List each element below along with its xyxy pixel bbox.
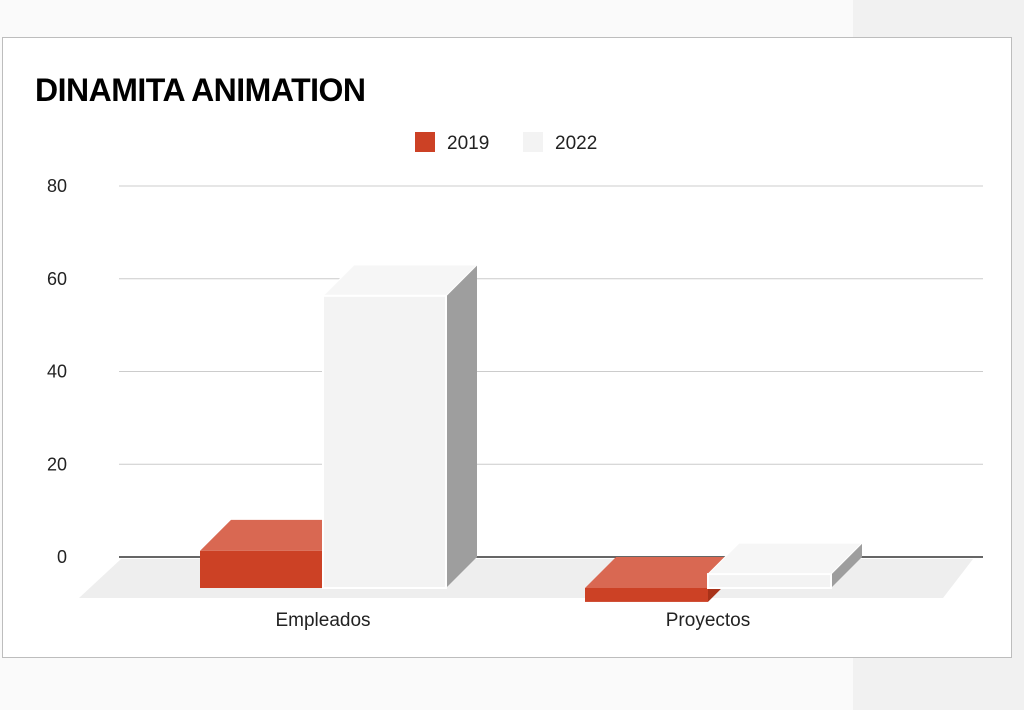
bar-front-face <box>585 588 708 602</box>
y-tick-label: 40 <box>47 362 67 382</box>
y-tick-label: 0 <box>57 547 67 567</box>
chart-card: DINAMITA ANIMATION 0 20 40 60 80 Empleados Pr… <box>2 37 1012 658</box>
legend-item-2019: 2019 <box>415 132 489 154</box>
chart-plot: 0 20 40 60 80 Empleados Proyectos 2019 2022 <box>47 132 983 631</box>
bar-front-face <box>322 294 447 589</box>
legend-item-2022: 2022 <box>523 132 597 154</box>
x-category-label: Proyectos <box>666 610 750 631</box>
y-tick-label: 60 <box>47 269 67 289</box>
bar-top-face <box>200 519 354 551</box>
bar-side-face <box>446 264 477 588</box>
chart-title: DINAMITA ANIMATION <box>35 72 366 108</box>
bar-front-face <box>200 550 323 588</box>
bar-front-face <box>707 573 832 590</box>
bar-top-face <box>585 557 739 588</box>
bar-proyectos-2022 <box>706 542 864 590</box>
legend-label: 2019 <box>447 133 489 154</box>
legend-swatch <box>415 132 435 152</box>
x-category-label: Empleados <box>275 610 370 631</box>
bar-empleados-2022 <box>321 264 479 589</box>
y-tick-label: 20 <box>47 454 67 474</box>
legend-swatch <box>523 132 543 152</box>
legend-label: 2022 <box>555 133 597 154</box>
y-tick-label: 80 <box>47 176 67 196</box>
bar-side-face <box>831 543 862 588</box>
